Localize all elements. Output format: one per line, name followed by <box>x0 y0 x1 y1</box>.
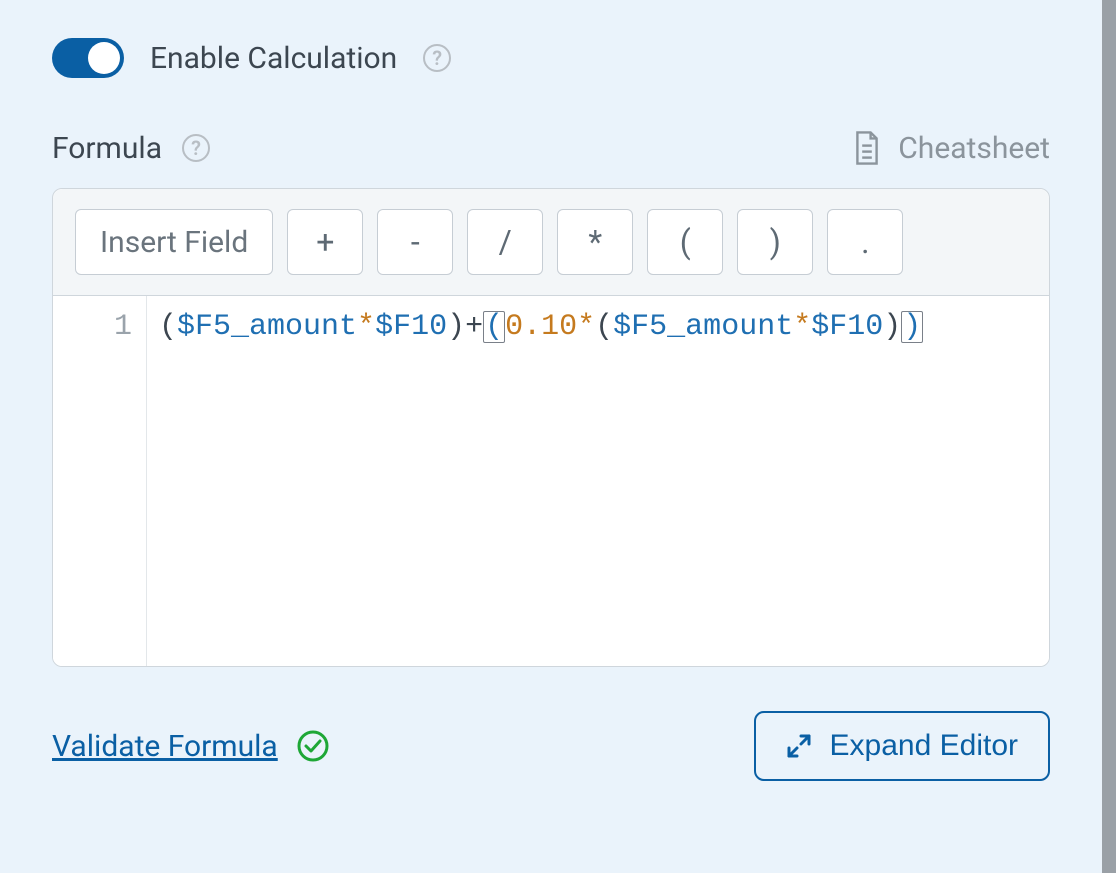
validate-formula-link[interactable]: Validate Formula <box>52 729 330 764</box>
help-icon[interactable]: ? <box>182 134 210 162</box>
expand-editor-label: Expand Editor <box>830 729 1018 763</box>
token-operator: * <box>577 310 595 344</box>
formula-code[interactable]: ($F5_amount*$F10)+(0.10*($F5_amount*$F10… <box>147 296 1049 666</box>
help-icon[interactable]: ? <box>423 44 451 72</box>
insert-field-button[interactable]: Insert Field <box>75 209 273 275</box>
scroll-track <box>1102 0 1116 873</box>
token-close-paren: ) <box>883 310 901 344</box>
token-variable: $F5_amount <box>177 310 357 344</box>
expand-icon <box>786 733 812 759</box>
calculation-panel: Enable Calculation ? Formula ? Cheatshee… <box>0 0 1102 873</box>
editor-footer: Validate Formula Expand Editor <box>52 711 1050 781</box>
token-open-paren: ( <box>159 310 177 344</box>
token-number: 0.10 <box>505 310 577 344</box>
period-button[interactable]: . <box>827 209 903 275</box>
token-variable: $F5_amount <box>613 310 793 344</box>
validate-formula-label: Validate Formula <box>52 729 278 764</box>
expand-editor-button[interactable]: Expand Editor <box>754 711 1050 781</box>
multiply-button[interactable]: * <box>557 209 633 275</box>
token-variable: $F10 <box>811 310 883 344</box>
token-close-paren-highlight: ) <box>901 311 923 343</box>
close-paren-button[interactable]: ) <box>737 209 813 275</box>
token-operator: + <box>465 310 483 344</box>
formula-title: Formula <box>52 131 162 166</box>
line-number: 1 <box>53 310 132 344</box>
token-open-paren: ( <box>595 310 613 344</box>
token-close-paren: ) <box>447 310 465 344</box>
enable-calculation-toggle[interactable] <box>52 38 124 78</box>
cheatsheet-link[interactable]: Cheatsheet <box>852 130 1050 166</box>
check-circle-icon <box>296 729 330 763</box>
token-open-paren-highlight: ( <box>483 311 505 343</box>
token-operator: * <box>793 310 811 344</box>
line-gutter: 1 <box>53 296 147 666</box>
token-operator: * <box>357 310 375 344</box>
open-paren-button[interactable]: ( <box>647 209 723 275</box>
formula-header-left: Formula ? <box>52 131 210 166</box>
code-area[interactable]: 1 ($F5_amount*$F10)+(0.10*($F5_amount*$F… <box>53 296 1049 666</box>
enable-calculation-label: Enable Calculation <box>150 41 397 76</box>
token-variable: $F10 <box>375 310 447 344</box>
enable-calculation-row: Enable Calculation ? <box>52 38 1050 78</box>
formula-header: Formula ? Cheatsheet <box>52 130 1050 166</box>
minus-button[interactable]: - <box>377 209 453 275</box>
toggle-knob <box>88 42 120 74</box>
plus-button[interactable]: + <box>287 209 363 275</box>
document-icon <box>852 130 882 166</box>
formula-toolbar: Insert Field + - / * ( ) . <box>53 189 1049 296</box>
formula-editor: Insert Field + - / * ( ) . 1 ($F5_amount… <box>52 188 1050 667</box>
divide-button[interactable]: / <box>467 209 543 275</box>
cheatsheet-label: Cheatsheet <box>898 131 1050 166</box>
